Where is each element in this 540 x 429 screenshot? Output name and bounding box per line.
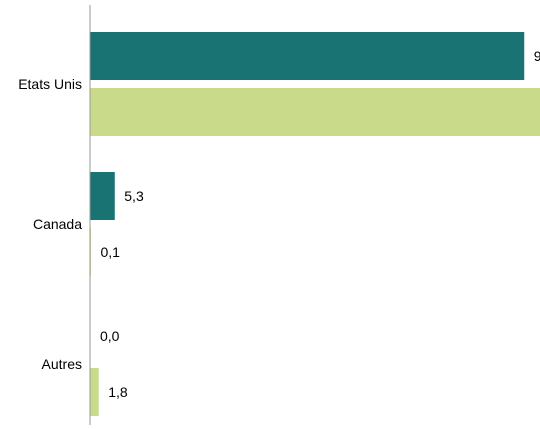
bars-group <box>90 32 540 416</box>
category-labels-group: Etats Unis Canada Autres <box>18 76 82 372</box>
data-label: 1,8 <box>108 384 128 400</box>
data-label: 5,3 <box>124 188 144 204</box>
data-label: 0,1 <box>100 244 120 260</box>
category-label: Canada <box>33 216 82 232</box>
bar <box>90 32 525 80</box>
data-labels-group: 94,798,25,30,10,01,8 <box>100 48 540 400</box>
data-label: 94,7 <box>534 48 540 64</box>
bar <box>90 88 540 136</box>
category-label: Etats Unis <box>18 76 82 92</box>
category-label: Autres <box>42 356 82 372</box>
bar <box>90 368 99 416</box>
data-label: 0,0 <box>100 328 120 344</box>
bar <box>90 172 115 220</box>
